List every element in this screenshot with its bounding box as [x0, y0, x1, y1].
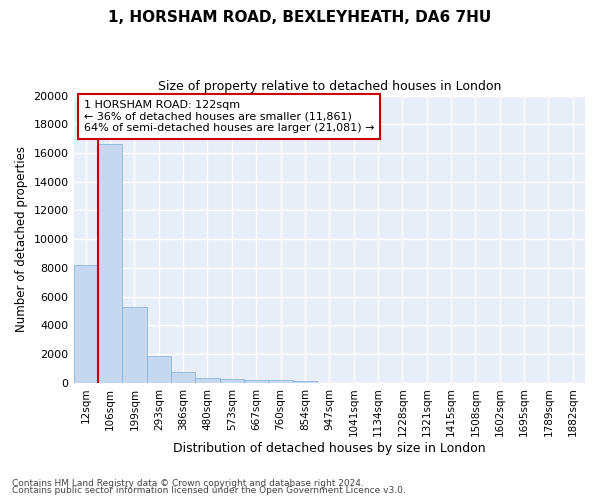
Bar: [244, 380, 268, 383]
Bar: [196, 378, 220, 383]
Text: 1, HORSHAM ROAD, BEXLEYHEATH, DA6 7HU: 1, HORSHAM ROAD, BEXLEYHEATH, DA6 7HU: [109, 10, 491, 25]
Bar: [293, 380, 317, 383]
Bar: [220, 379, 244, 383]
Text: Contains public sector information licensed under the Open Government Licence v3: Contains public sector information licen…: [12, 486, 406, 495]
Bar: [268, 380, 293, 383]
Text: Contains HM Land Registry data © Crown copyright and database right 2024.: Contains HM Land Registry data © Crown c…: [12, 478, 364, 488]
Bar: [74, 265, 98, 383]
Bar: [171, 372, 196, 383]
Bar: [146, 356, 171, 383]
Y-axis label: Number of detached properties: Number of detached properties: [15, 146, 28, 332]
Text: 1 HORSHAM ROAD: 122sqm
← 36% of detached houses are smaller (11,861)
64% of semi: 1 HORSHAM ROAD: 122sqm ← 36% of detached…: [84, 100, 374, 133]
Bar: [98, 144, 122, 383]
X-axis label: Distribution of detached houses by size in London: Distribution of detached houses by size …: [173, 442, 485, 455]
Bar: [122, 306, 146, 383]
Title: Size of property relative to detached houses in London: Size of property relative to detached ho…: [158, 80, 501, 93]
